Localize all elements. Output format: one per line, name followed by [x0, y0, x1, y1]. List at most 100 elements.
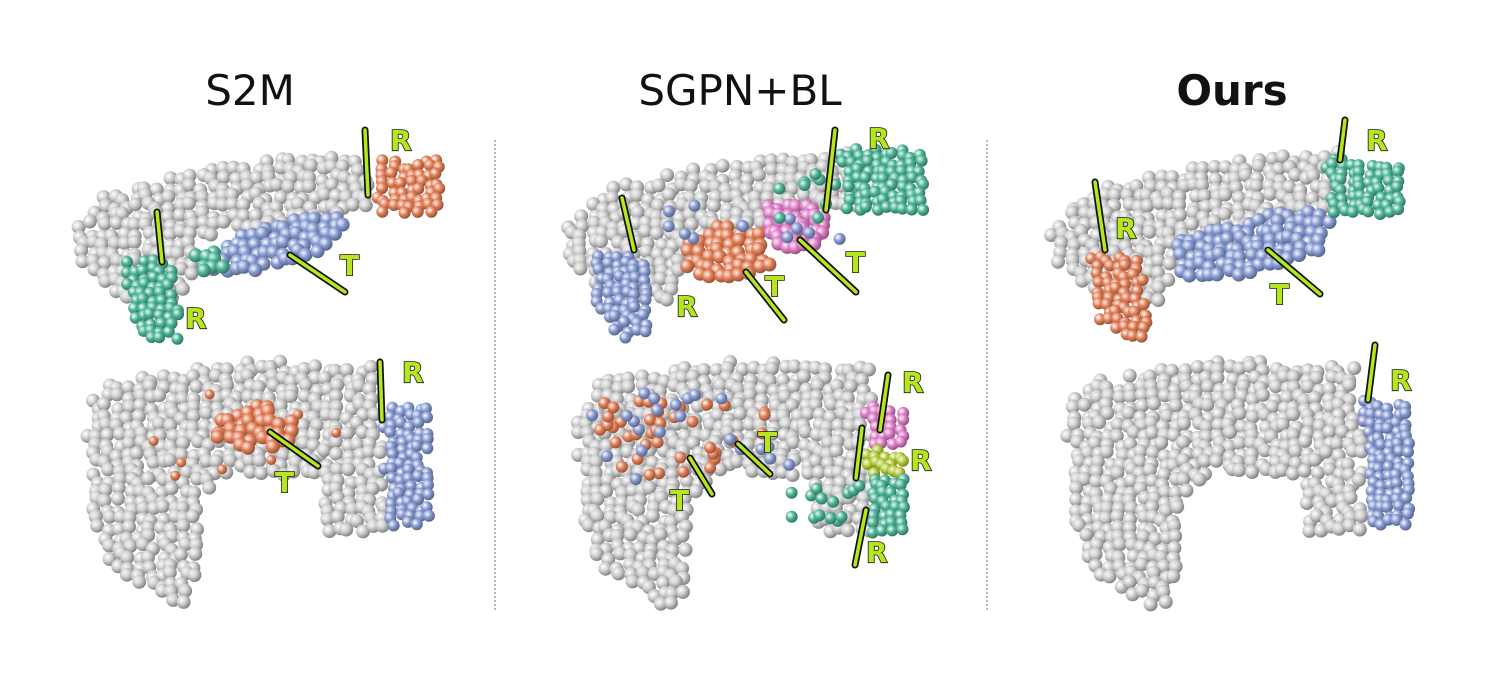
joint-axis [1093, 180, 1107, 252]
gray-point [1185, 216, 1199, 231]
gray-point [281, 179, 296, 194]
teal-point [773, 182, 786, 195]
gray-point [75, 254, 90, 269]
teal-point [147, 270, 160, 283]
blue-point [608, 309, 621, 322]
gray-point [1133, 444, 1148, 459]
gray-point [1301, 379, 1315, 394]
gray-point [181, 196, 196, 211]
gray-point [611, 566, 626, 581]
gray-point [216, 214, 231, 229]
revolute-joint-label: R [1366, 124, 1388, 157]
lime-point [896, 454, 909, 467]
teal-point [905, 203, 918, 216]
gray-point [365, 481, 380, 496]
blue-point [387, 519, 400, 532]
orange-point [1126, 329, 1139, 342]
gray-point [854, 372, 869, 387]
gray-point [223, 453, 238, 468]
teal-point [1334, 183, 1347, 196]
gray-point [590, 508, 605, 523]
gray-point [649, 226, 664, 241]
orange-point [751, 226, 766, 241]
gray-point [1151, 280, 1166, 295]
blue-point [602, 256, 615, 269]
panel-s2m-top: R R T [71, 123, 446, 345]
gray-point [707, 198, 721, 213]
gray-point [329, 389, 343, 404]
gray-point [1066, 416, 1081, 431]
gray-point [1089, 474, 1104, 489]
gray-point [1199, 419, 1214, 434]
gray-point [174, 447, 189, 462]
joint-axis [688, 456, 714, 496]
revolute-joint-label: R [866, 536, 888, 569]
joint-axis [853, 508, 868, 567]
gray-point [659, 292, 674, 307]
gray-point [128, 197, 143, 212]
gray-point [164, 481, 179, 496]
blue-point [422, 488, 435, 501]
gray-point [178, 583, 193, 598]
gray-point [786, 379, 801, 394]
orange-point [411, 205, 424, 218]
gray-point [185, 509, 200, 524]
gray-point [1168, 398, 1183, 413]
gray-point [1154, 435, 1169, 450]
gray-point [765, 426, 779, 441]
gray-point [1092, 415, 1107, 430]
gray-point [1242, 359, 1257, 374]
orange-point [423, 159, 436, 171]
joint-axis [620, 196, 636, 252]
gray-point [1167, 541, 1182, 555]
gray-point [341, 462, 356, 477]
orange-point [1136, 273, 1149, 286]
gray-point [1288, 167, 1303, 182]
gray-point [1322, 382, 1337, 397]
gray-point [1065, 399, 1080, 414]
gray-point [329, 462, 344, 477]
gray-point [179, 464, 194, 479]
gray-point [779, 416, 794, 431]
gray-point [111, 491, 125, 506]
blue-point [637, 308, 649, 321]
teal-point [188, 248, 203, 263]
gray-point [808, 454, 823, 468]
pink-point [894, 435, 907, 448]
teal-point [785, 486, 798, 499]
blue-point [386, 447, 399, 460]
gray-point [1280, 390, 1294, 405]
teal-point [885, 147, 898, 159]
gray-point [350, 163, 365, 178]
pink-point [897, 413, 910, 426]
gray-point [645, 508, 660, 523]
blue-point [1399, 518, 1412, 531]
gray-point [1166, 569, 1181, 584]
blue-point [689, 389, 701, 401]
gray-point [696, 363, 711, 377]
blue-point [783, 212, 796, 225]
gray-point [660, 168, 675, 183]
orange-point [412, 159, 425, 171]
gray-point [715, 158, 730, 173]
teal-point [162, 325, 175, 338]
blue-point [639, 325, 652, 338]
orange-point [677, 465, 690, 478]
blue-point [276, 234, 290, 249]
joint-axis [1338, 118, 1347, 162]
gray-point [1232, 406, 1247, 421]
blue-point [236, 259, 251, 274]
joint-axis [878, 373, 890, 432]
orange-point [651, 436, 664, 449]
gray-point [1207, 159, 1222, 174]
gray-point [1251, 158, 1266, 173]
gray-point [653, 527, 668, 542]
gray-point [340, 426, 355, 441]
gray-point [1310, 465, 1325, 480]
teal-point [853, 479, 866, 492]
gray-point [605, 190, 619, 205]
gray-point [1192, 472, 1207, 487]
gray-point [349, 514, 364, 528]
gray-point [1263, 186, 1278, 201]
gray-point [1268, 379, 1283, 394]
